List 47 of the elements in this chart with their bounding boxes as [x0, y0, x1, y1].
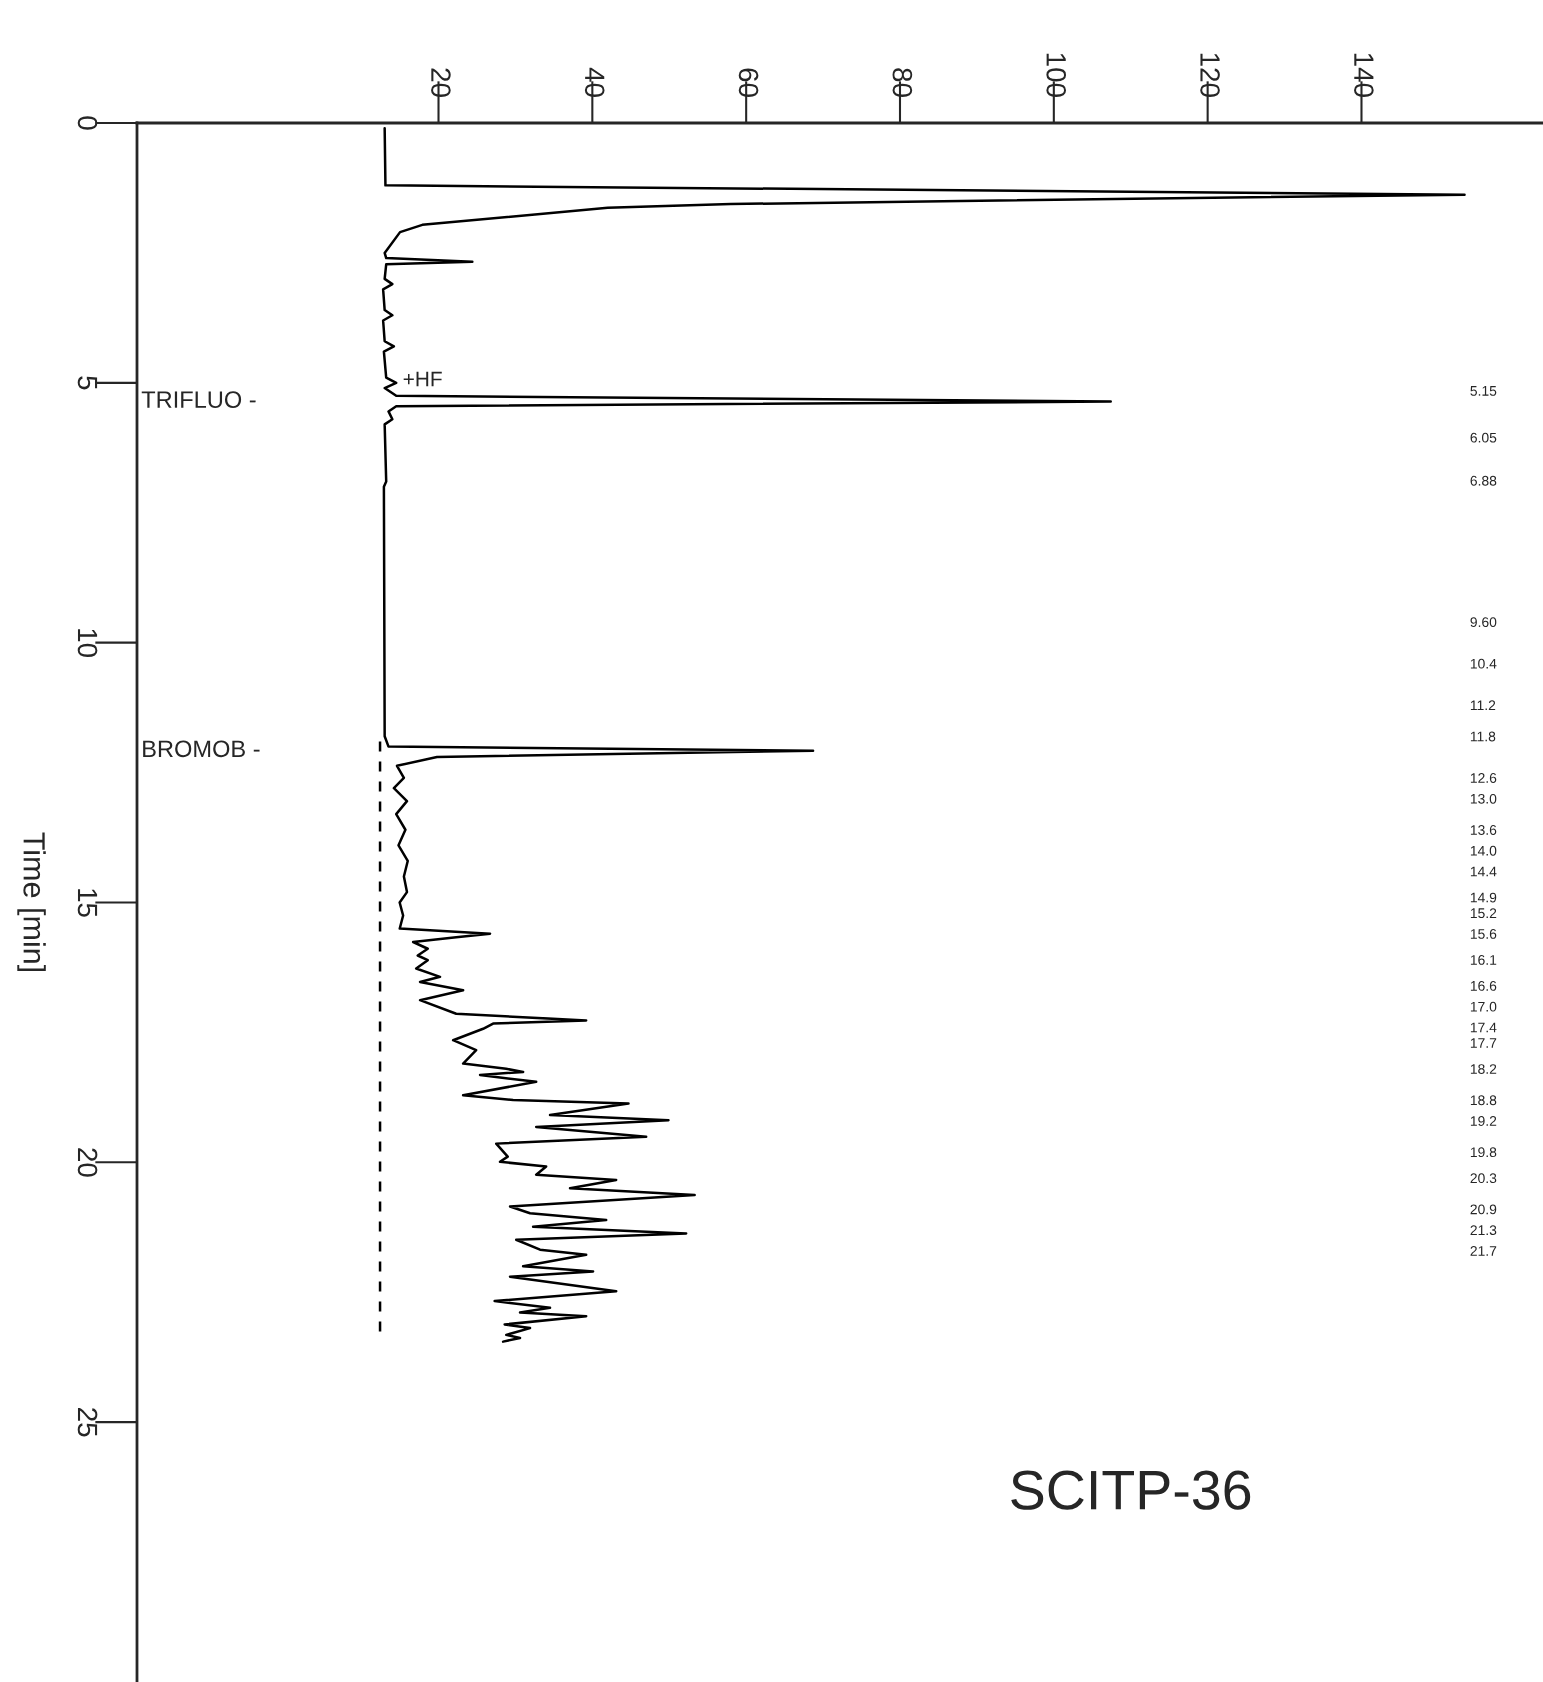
- y2-tick-label: 16.6: [1470, 980, 1497, 991]
- annotation: SCITP-36: [1011, 1470, 1251, 1510]
- line-series: [381, 126, 1466, 1343]
- y-tick-label: 0: [77, 116, 98, 130]
- x-tick-label: 20: [431, 68, 451, 97]
- y-tick-label: 10: [77, 629, 98, 658]
- y2-tick-label: 16.1: [1470, 955, 1497, 965]
- y2-tick-label: 20.9: [1470, 1204, 1497, 1215]
- y2-tick-label: 11.2: [1470, 700, 1496, 711]
- x-tick-label: 140: [1354, 53, 1374, 97]
- y2-tick-label: 6.05: [1470, 432, 1497, 443]
- x-tick-label: 120: [1200, 53, 1220, 97]
- y2-tick-label: 19.8: [1470, 1147, 1497, 1158]
- y2-tick-label: 6.88: [1470, 475, 1497, 486]
- y-tick-label: 5: [77, 376, 98, 390]
- y2-tick-label: 20.3: [1470, 1173, 1497, 1184]
- y2-tick-label: 17.4: [1470, 1022, 1497, 1033]
- y2-tick-label: 9.60: [1470, 617, 1497, 628]
- y2-tick-label: 18.2: [1470, 1064, 1497, 1074]
- y-tick-label: 20: [77, 1148, 98, 1177]
- x-tick-label: 100: [1046, 53, 1067, 97]
- annotation: TRIFLUO -: [141, 391, 256, 408]
- y2-tick-label: 10.4: [1470, 658, 1497, 669]
- y2-tick-label: 13.0: [1470, 793, 1497, 804]
- y2-tick-label: 15.6: [1470, 929, 1497, 939]
- y-axis-title: Time [min]: [17, 832, 46, 972]
- y2-tick-label: 19.2: [1470, 1116, 1497, 1126]
- y2-tick-label: 21.7: [1470, 1246, 1497, 1256]
- y2-tick-label: 13.6: [1470, 825, 1497, 835]
- y2-tick-label: 11.8: [1470, 731, 1496, 742]
- x-tick-label: 80: [892, 68, 913, 97]
- x-tick-label: 60: [738, 68, 759, 97]
- y2-tick-label: 21.3: [1470, 1225, 1497, 1236]
- y2-tick-label: 12.6: [1470, 773, 1497, 783]
- annotation: BROMOB -: [143, 740, 260, 758]
- y2-tick-label: 5.15: [1470, 386, 1497, 396]
- annotation: +HF: [403, 371, 442, 387]
- y2-tick-label: 18.8: [1470, 1095, 1497, 1106]
- y-tick-label: 25: [77, 1408, 98, 1437]
- y2-tick-label: 14.9: [1470, 892, 1497, 903]
- y-tick-label: 15: [77, 889, 98, 917]
- y2-tick-label: 14.0: [1470, 845, 1497, 856]
- x-tick-label: 40: [584, 67, 605, 97]
- y2-tick-label: 14.4: [1470, 866, 1497, 877]
- y2-tick-label: 17.0: [1470, 1001, 1497, 1012]
- y2-tick-label: 17.7: [1470, 1038, 1497, 1048]
- y2-tick-label: 15.2: [1470, 908, 1497, 919]
